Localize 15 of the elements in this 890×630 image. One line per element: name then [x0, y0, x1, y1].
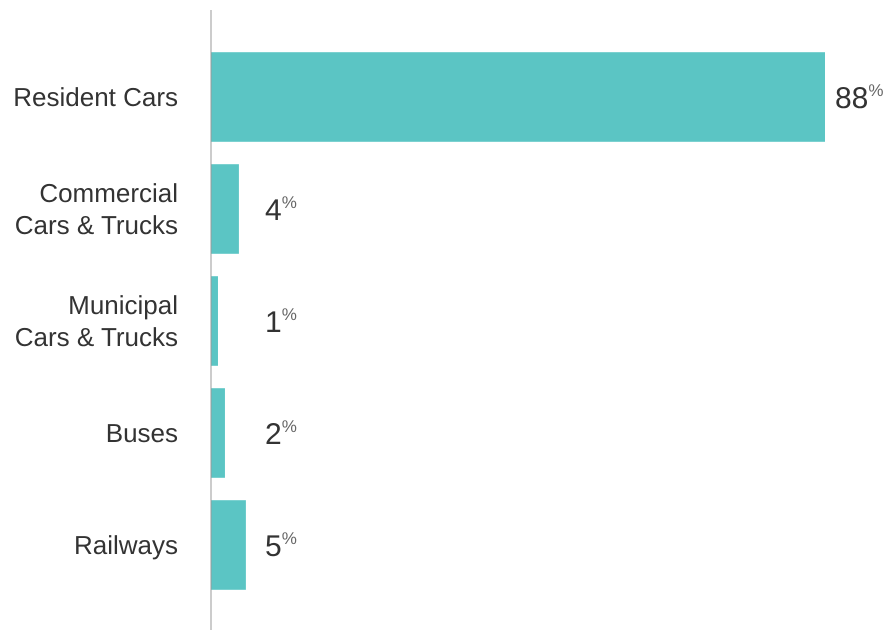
data-label: 2$^{%}$ — [265, 417, 297, 451]
data-label: 4$^{%}$ — [265, 193, 297, 227]
bar — [211, 276, 218, 366]
y-tick-label: Buses — [106, 418, 178, 448]
bar — [211, 500, 246, 590]
data-label: 1$^{%}$ — [265, 305, 297, 339]
y-tick-label: Railways — [74, 530, 178, 560]
y-tick-label: Municipal Cars & Trucks — [14, 290, 178, 352]
bar — [211, 52, 825, 142]
bar — [211, 388, 225, 478]
bar — [211, 164, 239, 254]
data-label: 5$^{%}$ — [265, 529, 297, 563]
y-tick-label: Commercial Cars & Trucks — [14, 178, 178, 240]
data-label: 88$^{%}$ — [835, 81, 884, 115]
y-tick-label: Resident Cars — [13, 82, 178, 112]
